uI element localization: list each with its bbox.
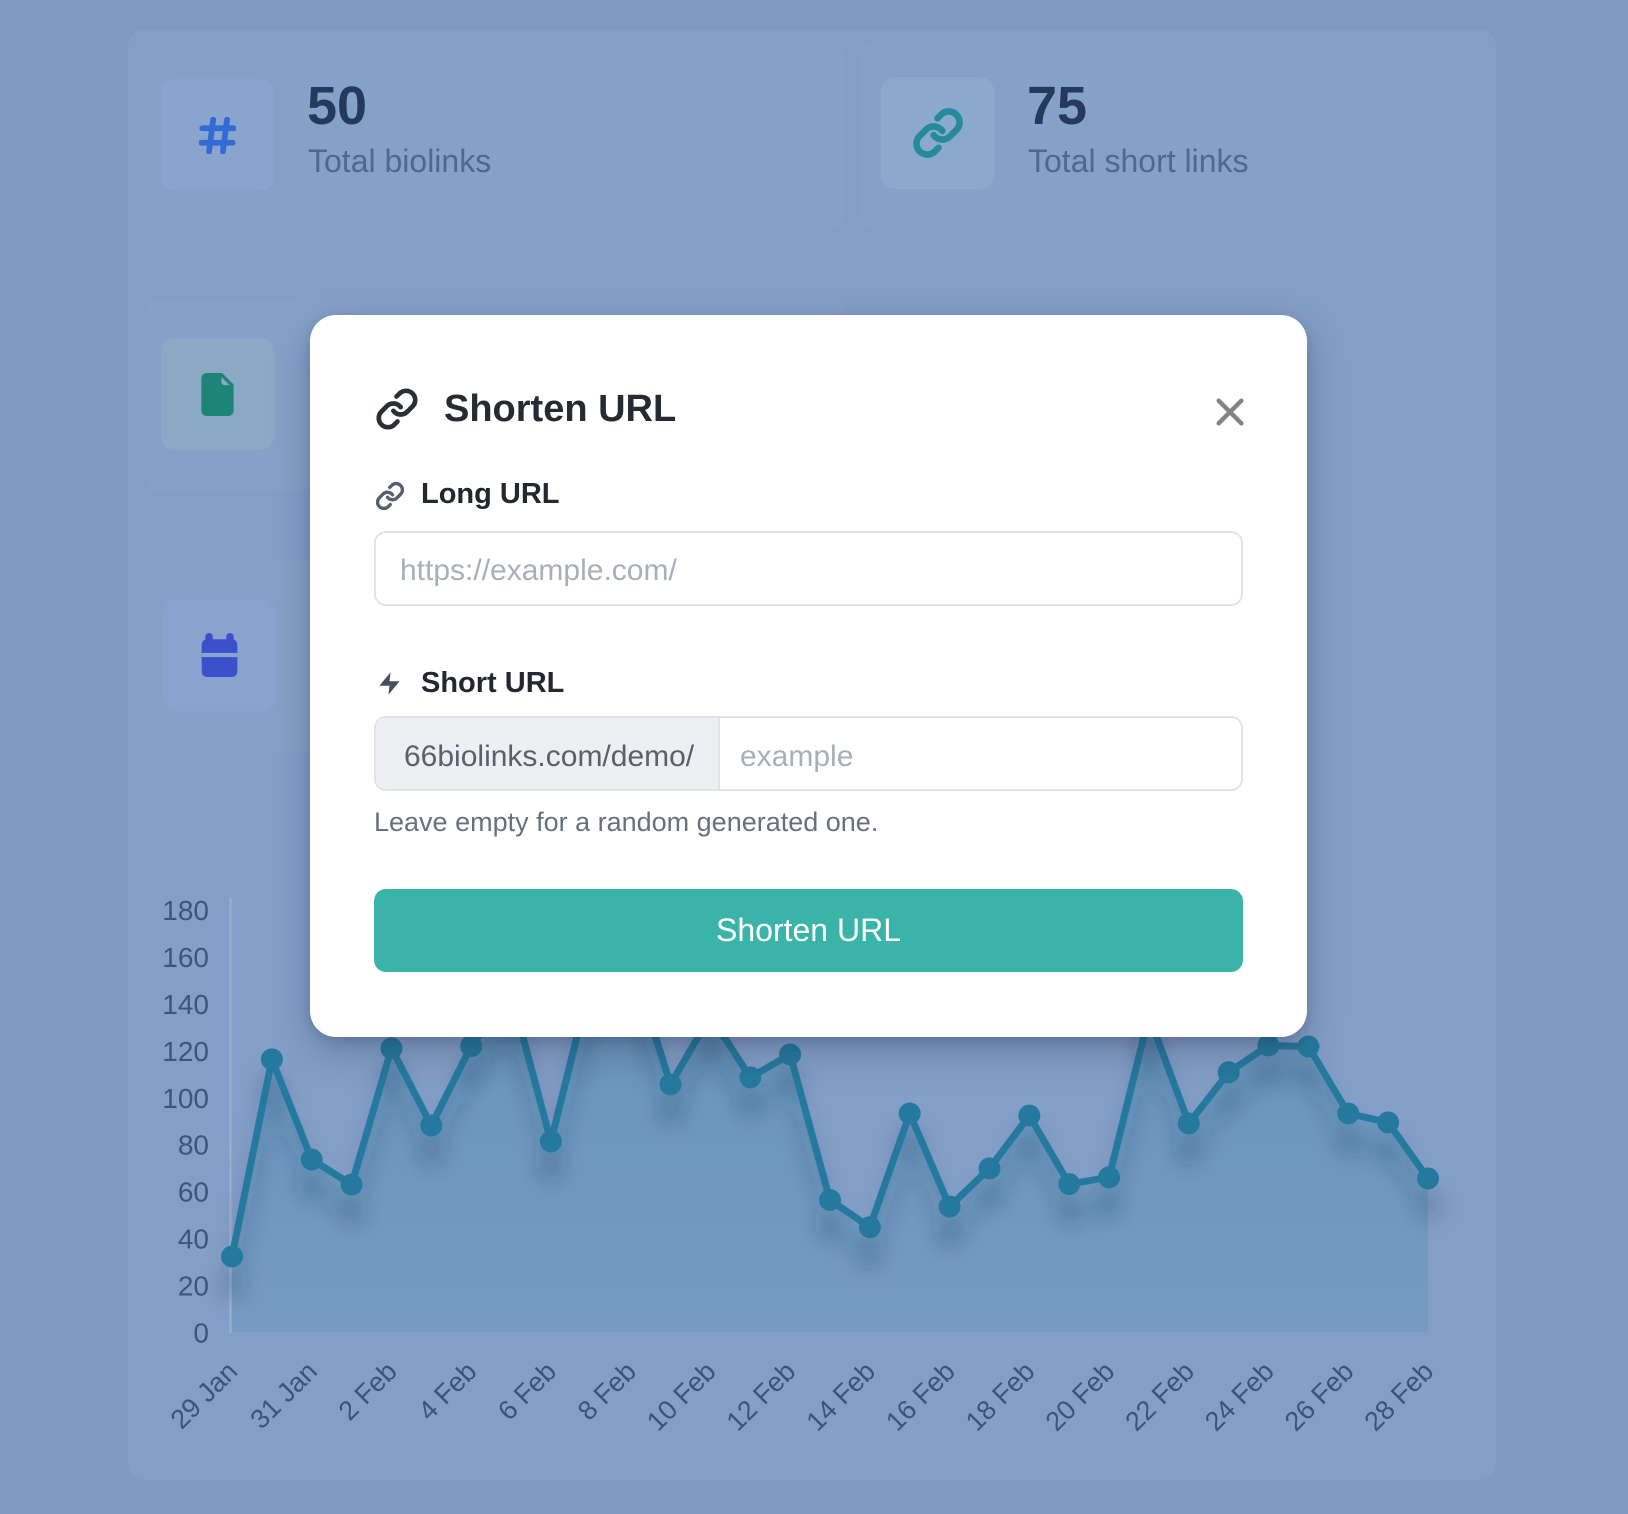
svg-text:20 Feb: 20 Feb	[1040, 1356, 1121, 1437]
svg-text:14 Feb: 14 Feb	[800, 1356, 881, 1437]
svg-text:2 Feb: 2 Feb	[333, 1356, 403, 1426]
svg-text:18 Feb: 18 Feb	[960, 1356, 1041, 1437]
svg-text:31 Jan: 31 Jan	[244, 1356, 323, 1435]
svg-text:24 Feb: 24 Feb	[1199, 1356, 1280, 1437]
svg-text:26 Feb: 26 Feb	[1279, 1356, 1360, 1437]
svg-text:180: 180	[162, 895, 209, 926]
svg-text:120: 120	[162, 1036, 209, 1067]
svg-text:40: 40	[178, 1224, 209, 1255]
svg-text:22 Feb: 22 Feb	[1119, 1356, 1200, 1437]
svg-text:80: 80	[178, 1130, 209, 1161]
svg-text:4 Feb: 4 Feb	[412, 1356, 482, 1426]
svg-text:8 Feb: 8 Feb	[572, 1356, 642, 1426]
svg-text:100: 100	[162, 1083, 209, 1114]
svg-text:160: 160	[162, 942, 209, 973]
svg-text:28 Feb: 28 Feb	[1359, 1356, 1440, 1437]
svg-text:140: 140	[162, 989, 209, 1020]
svg-text:20: 20	[178, 1271, 209, 1302]
svg-text:10 Feb: 10 Feb	[641, 1356, 722, 1437]
svg-text:12 Feb: 12 Feb	[721, 1356, 802, 1437]
svg-text:16 Feb: 16 Feb	[880, 1356, 961, 1437]
svg-text:29 Jan: 29 Jan	[165, 1356, 244, 1435]
svg-text:0: 0	[193, 1318, 209, 1349]
svg-text:60: 60	[178, 1177, 209, 1208]
svg-text:6 Feb: 6 Feb	[492, 1356, 562, 1426]
